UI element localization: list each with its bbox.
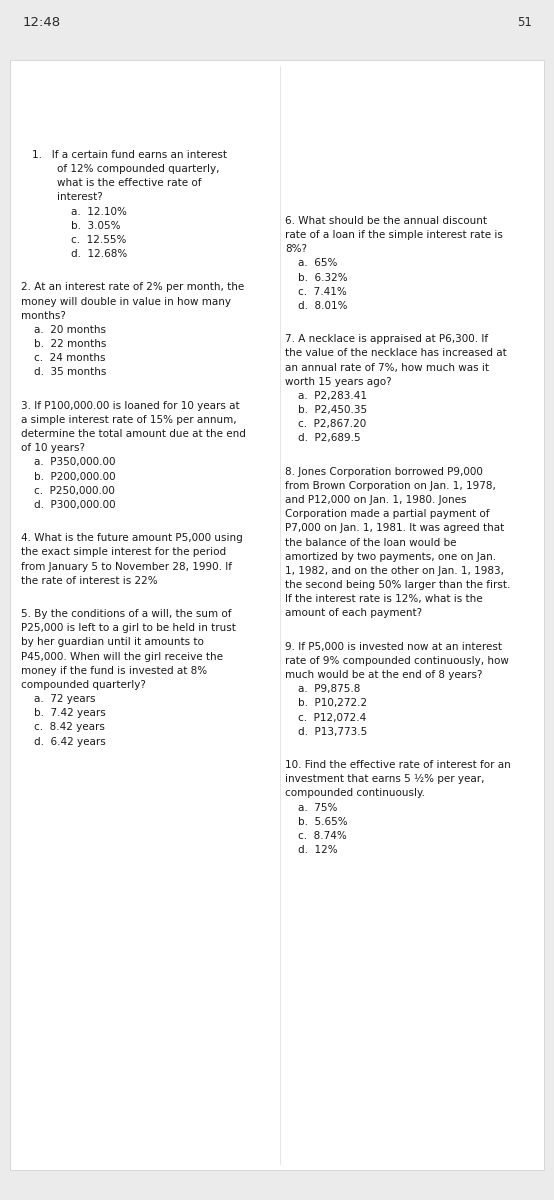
Text: P25,000 is left to a girl to be held in trust: P25,000 is left to a girl to be held in … — [21, 623, 236, 634]
Text: from January 5 to November 28, 1990. If: from January 5 to November 28, 1990. If — [21, 562, 232, 571]
Text: 10. Find the effective rate of interest for an: 10. Find the effective rate of interest … — [285, 760, 511, 770]
Text: d.  P300,000.00: d. P300,000.00 — [21, 500, 116, 510]
Text: the value of the necklace has increased at: the value of the necklace has increased … — [285, 348, 507, 359]
Text: of 10 years?: of 10 years? — [21, 443, 85, 454]
Text: 1, 1982, and on the other on Jan. 1, 1983,: 1, 1982, and on the other on Jan. 1, 198… — [285, 566, 504, 576]
Text: determine the total amount due at the end: determine the total amount due at the en… — [21, 430, 246, 439]
Text: c.  P250,000.00: c. P250,000.00 — [21, 486, 115, 496]
Text: a.  20 months: a. 20 months — [21, 325, 106, 335]
Text: d.  12%: d. 12% — [285, 845, 338, 856]
Text: of 12% compounded quarterly,: of 12% compounded quarterly, — [57, 164, 219, 174]
Text: a.  P2,283.41: a. P2,283.41 — [285, 391, 367, 401]
Text: 8. Jones Corporation borrowed P9,000: 8. Jones Corporation borrowed P9,000 — [285, 467, 483, 476]
Text: a.  72 years: a. 72 years — [21, 694, 95, 704]
Text: by her guardian until it amounts to: by her guardian until it amounts to — [21, 637, 204, 648]
Text: b.  22 months: b. 22 months — [21, 340, 106, 349]
Text: b.  P10,272.2: b. P10,272.2 — [285, 698, 367, 708]
Text: money if the fund is invested at 8%: money if the fund is invested at 8% — [21, 666, 207, 676]
Text: worth 15 years ago?: worth 15 years ago? — [285, 377, 392, 386]
Text: 1.   If a certain fund earns an interest: 1. If a certain fund earns an interest — [32, 150, 227, 160]
Text: from Brown Corporation on Jan. 1, 1978,: from Brown Corporation on Jan. 1, 1978, — [285, 481, 496, 491]
Text: a.  P350,000.00: a. P350,000.00 — [21, 457, 116, 468]
Text: b.  3.05%: b. 3.05% — [71, 221, 120, 230]
Text: investment that earns 5 ½% per year,: investment that earns 5 ½% per year, — [285, 774, 485, 785]
Text: compounded quarterly?: compounded quarterly? — [21, 680, 146, 690]
Text: c.  12.55%: c. 12.55% — [71, 235, 126, 245]
Text: b.  5.65%: b. 5.65% — [285, 817, 348, 827]
FancyBboxPatch shape — [10, 60, 544, 1170]
Text: the rate of interest is 22%: the rate of interest is 22% — [21, 576, 158, 586]
Text: b.  P2,450.35: b. P2,450.35 — [285, 406, 367, 415]
Text: c.  24 months: c. 24 months — [21, 353, 106, 364]
Text: c.  P2,867.20: c. P2,867.20 — [285, 419, 367, 430]
Text: 51: 51 — [517, 17, 532, 29]
Text: much would be at the end of 8 years?: much would be at the end of 8 years? — [285, 670, 483, 680]
Text: P45,000. When will the girl receive the: P45,000. When will the girl receive the — [21, 652, 223, 661]
Text: d.  35 months: d. 35 months — [21, 367, 106, 378]
Text: and P12,000 on Jan. 1, 1980. Jones: and P12,000 on Jan. 1, 1980. Jones — [285, 496, 467, 505]
Text: rate of 9% compounded continuously, how: rate of 9% compounded continuously, how — [285, 656, 509, 666]
Text: 6. What should be the annual discount: 6. What should be the annual discount — [285, 216, 488, 226]
Text: 9. If P5,000 is invested now at an interest: 9. If P5,000 is invested now at an inter… — [285, 642, 502, 652]
Text: a.  P9,875.8: a. P9,875.8 — [285, 684, 361, 695]
Text: d.  6.42 years: d. 6.42 years — [21, 737, 106, 746]
Text: an annual rate of 7%, how much was it: an annual rate of 7%, how much was it — [285, 362, 489, 373]
Text: a.  12.10%: a. 12.10% — [71, 206, 127, 217]
Text: b.  7.42 years: b. 7.42 years — [21, 708, 106, 719]
Text: 7. A necklace is appraised at P6,300. If: 7. A necklace is appraised at P6,300. If — [285, 335, 489, 344]
Text: 3. If P100,000.00 is loaned for 10 years at: 3. If P100,000.00 is loaned for 10 years… — [21, 401, 240, 410]
Text: 4. What is the future amount P5,000 using: 4. What is the future amount P5,000 usin… — [21, 533, 243, 544]
Text: the exact simple interest for the period: the exact simple interest for the period — [21, 547, 226, 558]
Text: d.  P2,689.5: d. P2,689.5 — [285, 433, 361, 444]
Text: d.  12.68%: d. 12.68% — [71, 250, 127, 259]
Text: interest?: interest? — [57, 192, 103, 203]
Text: c.  8.74%: c. 8.74% — [285, 830, 347, 841]
Text: the second being 50% larger than the first.: the second being 50% larger than the fir… — [285, 580, 511, 590]
Text: P7,000 on Jan. 1, 1981. It was agreed that: P7,000 on Jan. 1, 1981. It was agreed th… — [285, 523, 505, 534]
Text: months?: months? — [21, 311, 66, 320]
Text: c.  P12,072.4: c. P12,072.4 — [285, 713, 367, 722]
Text: 2. At an interest rate of 2% per month, the: 2. At an interest rate of 2% per month, … — [21, 282, 244, 293]
Text: compounded continuously.: compounded continuously. — [285, 788, 425, 798]
Text: a.  65%: a. 65% — [285, 258, 338, 269]
Text: c.  8.42 years: c. 8.42 years — [21, 722, 105, 732]
Text: amortized by two payments, one on Jan.: amortized by two payments, one on Jan. — [285, 552, 496, 562]
Text: b.  6.32%: b. 6.32% — [285, 272, 348, 283]
Text: 5. By the conditions of a will, the sum of: 5. By the conditions of a will, the sum … — [21, 610, 232, 619]
Text: d.  8.01%: d. 8.01% — [285, 301, 348, 311]
Text: b.  P200,000.00: b. P200,000.00 — [21, 472, 116, 481]
Text: amount of each payment?: amount of each payment? — [285, 608, 423, 618]
Text: money will double in value in how many: money will double in value in how many — [21, 296, 231, 307]
Text: d.  P13,773.5: d. P13,773.5 — [285, 727, 367, 737]
Text: rate of a loan if the simple interest rate is: rate of a loan if the simple interest ra… — [285, 230, 503, 240]
FancyBboxPatch shape — [0, 0, 554, 46]
Text: If the interest rate is 12%, what is the: If the interest rate is 12%, what is the — [285, 594, 483, 605]
Text: c.  7.41%: c. 7.41% — [285, 287, 347, 296]
Text: the balance of the loan would be: the balance of the loan would be — [285, 538, 457, 547]
Text: 8%?: 8%? — [285, 245, 307, 254]
Text: a.  75%: a. 75% — [285, 803, 338, 812]
Text: what is the effective rate of: what is the effective rate of — [57, 179, 202, 188]
Text: Corporation made a partial payment of: Corporation made a partial payment of — [285, 509, 490, 520]
Text: 12:48: 12:48 — [22, 17, 60, 29]
Text: a simple interest rate of 15% per annum,: a simple interest rate of 15% per annum, — [21, 415, 237, 425]
